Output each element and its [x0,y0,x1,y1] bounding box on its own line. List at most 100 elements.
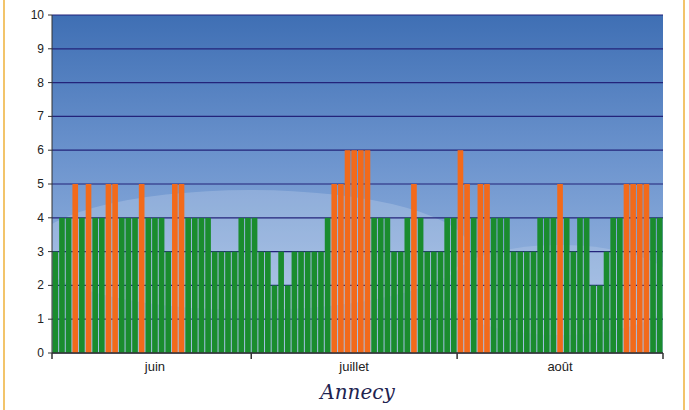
bar [179,184,185,353]
bar [544,218,550,353]
y-tick [48,116,52,117]
bar [471,218,477,353]
y-tick-label: 5 [37,177,44,191]
y-tick-label: 10 [31,8,45,22]
bar [225,252,231,353]
y-tick [48,48,52,49]
grid-line [52,352,663,353]
bar [571,252,577,353]
bar [391,252,397,353]
bar [92,218,98,353]
bar [577,218,583,353]
bar [590,285,596,353]
bar [378,218,384,353]
bar [219,252,225,353]
y-tick-label: 6 [37,143,44,157]
bar [431,252,437,353]
bar [557,184,563,353]
bar [617,218,623,353]
bar [497,218,503,353]
y-tick [48,82,52,83]
bar [252,218,258,353]
bar [458,150,464,353]
bar [119,218,125,353]
bar [464,184,470,353]
bar [132,218,138,353]
bar [564,218,570,353]
grid-line [52,82,663,83]
bar [424,252,430,353]
bar [504,218,510,353]
bar [637,184,643,353]
bar [358,150,364,353]
bar [79,218,85,353]
bar [318,252,324,353]
y-tick-label: 0 [37,346,44,360]
bar [159,218,165,353]
bar [106,184,112,353]
bar [305,252,311,353]
y-tick [48,251,52,252]
bar [205,218,211,353]
bar [597,285,603,353]
x-tick-label: août [547,359,573,374]
bar [484,184,490,353]
bar [152,218,158,353]
y-tick-label: 2 [37,278,44,292]
bar [272,285,278,353]
bar [72,184,78,353]
grid-line [52,150,663,151]
bar [312,252,318,353]
frame-left [3,0,5,410]
y-tick [48,285,52,286]
bar [418,218,424,353]
y-tick [48,184,52,185]
bar [232,252,238,353]
y-tick-label: 3 [37,245,44,259]
y-tick [48,150,52,151]
x-group-separator [250,353,252,359]
bar [385,218,391,353]
bar [245,218,251,353]
x-tick-label: juillet [338,359,369,374]
grid-line [52,48,663,49]
bar [657,218,663,353]
bar [478,184,484,353]
bar [438,252,444,353]
x-group-separator [456,353,458,359]
bar [265,252,271,353]
bar [650,218,656,353]
bar [537,218,543,353]
bar [517,252,523,353]
bar [325,218,331,353]
bar [371,218,377,353]
bar [172,184,178,353]
bar [126,218,132,353]
bar [165,252,171,353]
grid-line [52,14,663,15]
bar [331,184,337,353]
bar [345,150,351,353]
bar [285,285,291,353]
title: Annecy [318,380,395,404]
y-tick [48,217,52,218]
grid-line [52,116,663,117]
bar [604,252,610,353]
y-tick-label: 8 [37,76,44,90]
bar [298,252,304,353]
bar [338,184,344,353]
bar [584,218,590,353]
bar [199,218,205,353]
x-group-separator [662,353,664,359]
bar [411,184,417,353]
bar [524,252,530,353]
bar [630,184,636,353]
bar [624,184,630,353]
y-tick-label: 7 [37,109,44,123]
bar [145,218,151,353]
bar [66,218,72,353]
bar [451,218,457,353]
bar [112,184,118,353]
bar [351,150,357,353]
bar [511,252,517,353]
